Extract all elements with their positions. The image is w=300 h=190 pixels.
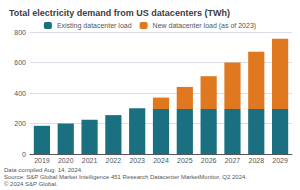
svg-text:0: 0 bbox=[22, 151, 26, 158]
svg-text:2024: 2024 bbox=[153, 157, 169, 164]
svg-text:Data compiled Aug. 14, 2024.: Data compiled Aug. 14, 2024. bbox=[4, 167, 83, 173]
svg-text:Existing datacenter load: Existing datacenter load bbox=[57, 22, 132, 30]
svg-text:2029: 2029 bbox=[272, 157, 288, 164]
svg-text:600: 600 bbox=[14, 59, 26, 66]
svg-text:© 2024 S&P Global.: © 2024 S&P Global. bbox=[4, 181, 58, 187]
svg-text:2025: 2025 bbox=[177, 157, 193, 164]
svg-text:Source: S&P Global Market Inte: Source: S&P Global Market Intelligence 4… bbox=[4, 174, 247, 180]
svg-text:2021: 2021 bbox=[82, 157, 98, 164]
svg-text:2019: 2019 bbox=[34, 157, 50, 164]
svg-text:800: 800 bbox=[14, 29, 26, 36]
svg-text:2026: 2026 bbox=[201, 157, 217, 164]
svg-text:Total electricity demand from: Total electricity demand from US datacen… bbox=[9, 8, 230, 18]
svg-text:2023: 2023 bbox=[129, 157, 145, 164]
svg-text:2020: 2020 bbox=[58, 157, 74, 164]
svg-text:400: 400 bbox=[14, 90, 26, 97]
svg-text:2022: 2022 bbox=[106, 157, 122, 164]
svg-text:New datacenter load (as of 202: New datacenter load (as of 2023) bbox=[153, 22, 257, 30]
svg-text:200: 200 bbox=[14, 120, 26, 127]
svg-text:2027: 2027 bbox=[225, 157, 241, 164]
svg-text:2028: 2028 bbox=[248, 157, 264, 164]
